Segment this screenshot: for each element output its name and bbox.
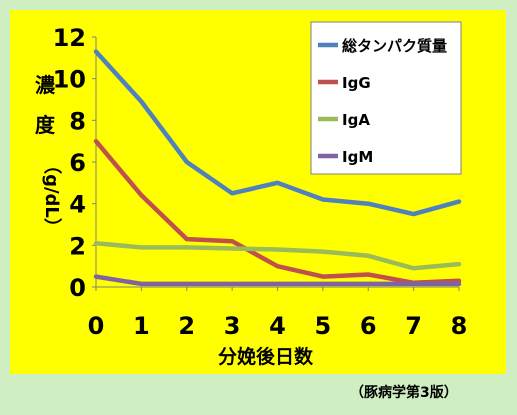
y-axis-unit: （g/dL）: [41, 156, 62, 236]
x-tick-label: 8: [451, 312, 468, 340]
y-tick-label: 10: [53, 66, 86, 94]
source-note: （豚病学第3版）: [350, 384, 458, 401]
x-tick-label: 7: [405, 312, 422, 340]
y-axis-label-char-1: 濃: [35, 73, 56, 97]
x-tick-label: 2: [178, 312, 195, 340]
legend: 総タンパク質量 IgG IgA IgM: [310, 21, 462, 175]
legend-label-3: IgM: [342, 148, 373, 166]
x-axis-label: 分娩後日数: [218, 345, 314, 368]
series-line-2: [93, 241, 462, 271]
x-tick-label: 0: [88, 312, 105, 340]
x-tick-label: 6: [360, 312, 377, 340]
y-tick-label: 0: [69, 274, 86, 302]
series-line-1: [93, 138, 462, 286]
series-lines: [93, 49, 462, 287]
legend-box: [310, 21, 462, 175]
y-axis-label-char-2: 度: [35, 113, 56, 137]
x-tick-label: 5: [315, 312, 332, 340]
legend-label-2: IgA: [342, 111, 370, 129]
y-tick-label: 4: [69, 191, 86, 219]
x-tick-label: 4: [269, 312, 286, 340]
series-line-3: [93, 274, 462, 287]
y-tick-label: 8: [69, 107, 86, 135]
legend-label-0: 総タンパク質量: [342, 37, 447, 55]
series-line-0: [93, 49, 462, 217]
y-tick-labels: 0 2 4 6 8 10 12: [53, 24, 86, 302]
y-tick-label: 12: [53, 24, 86, 52]
y-tick-label: 2: [69, 232, 86, 260]
legend-label-1: IgG: [342, 74, 371, 92]
x-tick-label: 1: [133, 312, 150, 340]
y-tick-label: 6: [69, 149, 86, 177]
x-tick-label: 3: [224, 312, 241, 340]
